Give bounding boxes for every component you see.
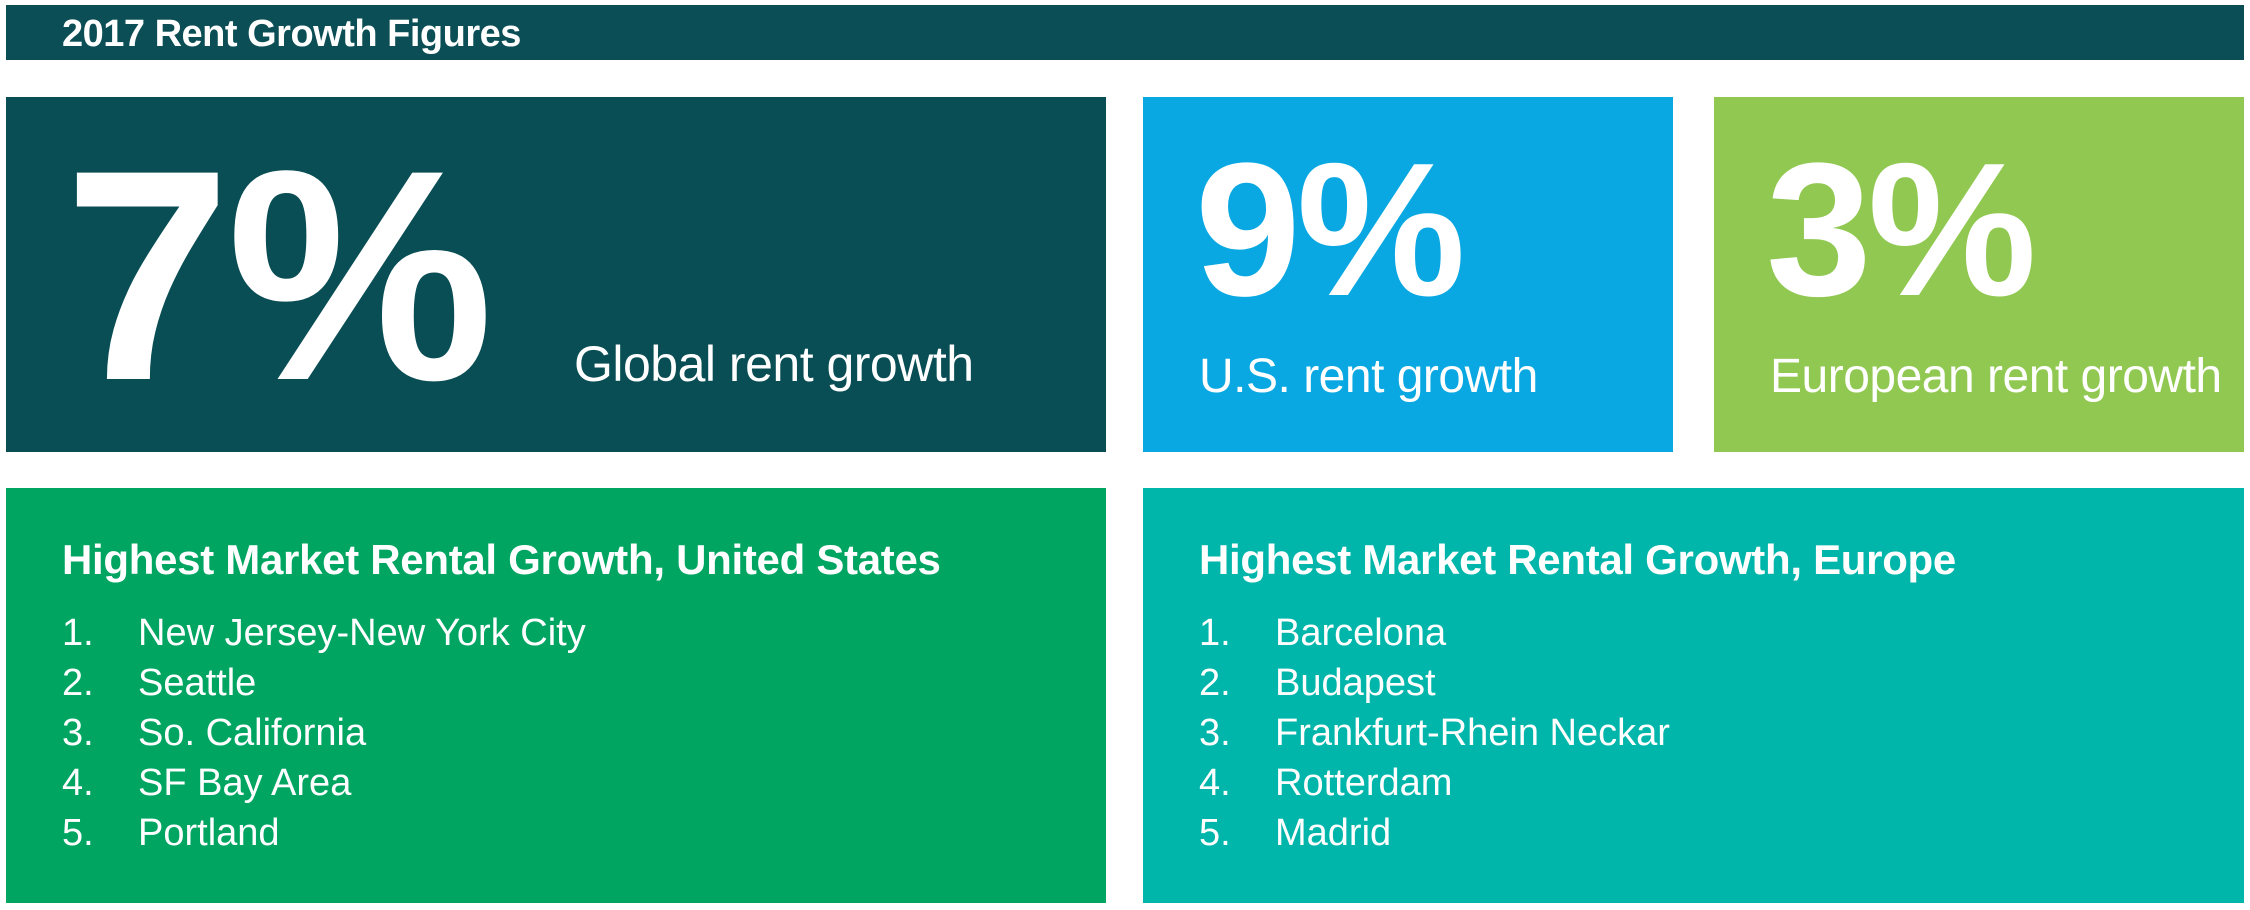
europe-stat-panel: 3% European rent growth xyxy=(1714,97,2244,452)
us-stat-value: 9% xyxy=(1195,124,1466,336)
rank-number: 4. xyxy=(62,762,94,804)
market-name: Portland xyxy=(138,812,280,854)
list-item: 3. So. California xyxy=(62,708,586,758)
market-name: Rotterdam xyxy=(1275,762,1453,804)
global-stat-value: 7% xyxy=(64,107,494,443)
list-item: 4. Rotterdam xyxy=(1199,758,1670,808)
global-stat-caption: Global rent growth xyxy=(574,336,974,392)
us-stat-caption: U.S. rent growth xyxy=(1199,350,1538,403)
list-item: 2. Seattle xyxy=(62,658,586,708)
rank-number: 4. xyxy=(1199,762,1231,804)
us-market-list-panel: Highest Market Rental Growth, United Sta… xyxy=(6,488,1106,903)
us-list-title: Highest Market Rental Growth, United Sta… xyxy=(62,536,941,583)
market-name: So. California xyxy=(138,712,367,754)
europe-market-list-panel: Highest Market Rental Growth, Europe 1. B… xyxy=(1143,488,2244,903)
rank-number: 5. xyxy=(62,812,94,854)
market-name: New Jersey-New York City xyxy=(138,612,586,654)
europe-list-title: Highest Market Rental Growth, Europe xyxy=(1199,536,1956,583)
us-rank-list: 1. New Jersey-New York City 2. Seattle 3. S… xyxy=(62,608,586,858)
market-name: Seattle xyxy=(138,662,257,704)
page-title: 2017 Rent Growth Figures xyxy=(62,13,521,55)
list-item: 3. Frankfurt-Rhein Neckar xyxy=(1199,708,1670,758)
europe-rank-list: 1. Barcelona 2. Budapest 3. Frankfurt-Rhein… xyxy=(1199,608,1670,858)
europe-stat-value: 3% xyxy=(1766,124,2037,336)
rank-number: 2. xyxy=(62,662,94,704)
europe-stat-caption: European rent growth xyxy=(1770,350,2222,403)
rank-number: 1. xyxy=(62,612,94,654)
rank-number: 3. xyxy=(1199,712,1231,754)
global-stat-panel: 7% Global rent growth xyxy=(6,97,1106,452)
market-name: Barcelona xyxy=(1275,612,1447,654)
rank-number: 3. xyxy=(62,712,94,754)
rank-number: 2. xyxy=(1199,662,1231,704)
us-stat-panel: 9% U.S. rent growth xyxy=(1143,97,1673,452)
list-item: 2. Budapest xyxy=(1199,658,1670,708)
rank-number: 1. xyxy=(1199,612,1231,654)
market-name: SF Bay Area xyxy=(138,762,352,804)
market-name: Madrid xyxy=(1275,812,1392,854)
header-bar: 2017 Rent Growth Figures xyxy=(6,5,2244,60)
list-item: 5. Madrid xyxy=(1199,808,1670,858)
list-item: 4. SF Bay Area xyxy=(62,758,586,808)
market-name: Budapest xyxy=(1275,662,1436,704)
market-name: Frankfurt-Rhein Neckar xyxy=(1275,712,1670,754)
list-item: 1. New Jersey-New York City xyxy=(62,608,586,658)
list-item: 1. Barcelona xyxy=(1199,608,1670,658)
list-item: 5. Portland xyxy=(62,808,586,858)
rank-number: 5. xyxy=(1199,812,1231,854)
